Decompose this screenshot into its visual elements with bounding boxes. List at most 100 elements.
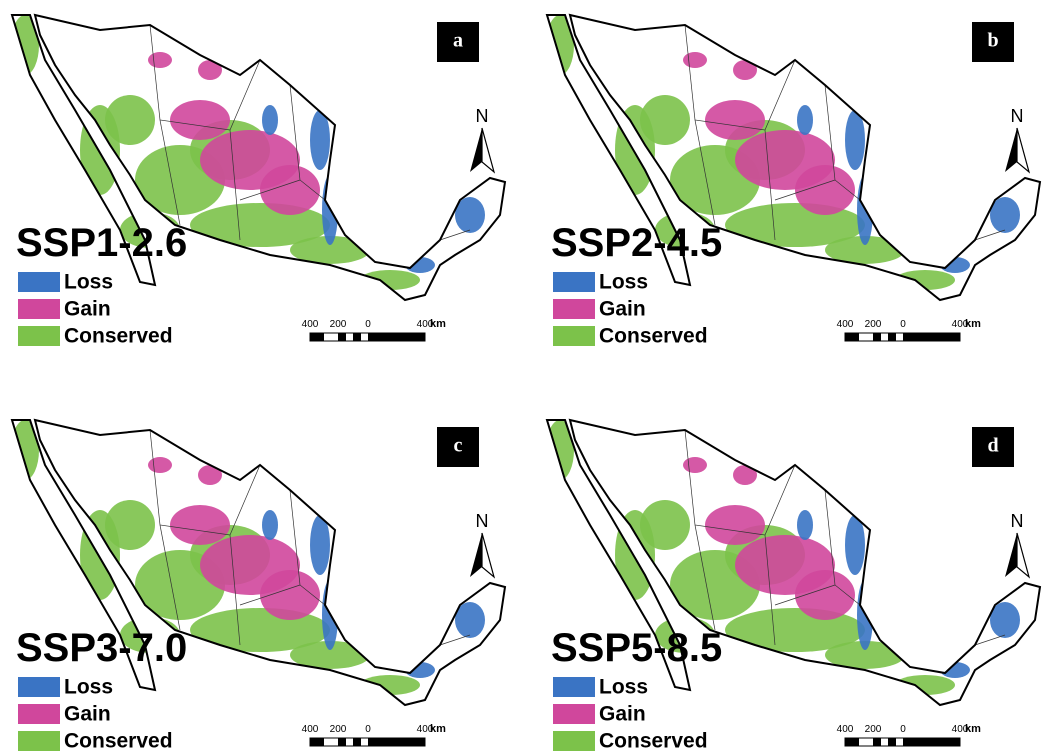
scale-label: 200 <box>330 319 347 330</box>
habitat-area <box>170 505 230 545</box>
scale-label: 200 <box>330 724 347 735</box>
scale-label: 200 <box>865 319 882 330</box>
north-arrow <box>470 128 482 172</box>
legend-swatch <box>18 731 60 751</box>
scale-segment <box>368 333 425 341</box>
scale-segment <box>888 738 896 746</box>
legend-label: Loss <box>64 676 113 699</box>
legend-label: Conserved <box>64 730 173 753</box>
legend-swatch <box>18 272 60 292</box>
scale-segment <box>338 333 346 341</box>
north-label: N <box>1011 106 1024 126</box>
page: {"panels": [ {"label": "a", "scenario": … <box>0 0 1049 755</box>
scale-segment <box>845 333 859 341</box>
scale-unit: km <box>965 318 981 330</box>
scenario-label: SSP3-7.0 <box>16 626 187 670</box>
panel-letter: b <box>987 30 998 52</box>
north-arrow <box>470 533 482 577</box>
habitat-area <box>640 500 690 550</box>
habitat-area <box>705 100 765 140</box>
legend-swatch <box>553 731 595 751</box>
habitat-area <box>640 95 690 145</box>
legend-swatch <box>18 299 60 319</box>
legend-label: Conserved <box>599 730 708 753</box>
scale-label: 400 <box>302 724 319 735</box>
scale-label: 0 <box>365 319 371 330</box>
habitat-area <box>105 500 155 550</box>
legend-swatch <box>553 272 595 292</box>
legend-label: Conserved <box>64 325 173 348</box>
legend-label: Gain <box>64 703 111 726</box>
habitat-area <box>170 100 230 140</box>
legend-swatch <box>553 326 595 346</box>
legend-swatch <box>553 299 595 319</box>
scale-label: 400 <box>837 724 854 735</box>
habitat-area <box>733 465 757 485</box>
north-arrow <box>482 128 494 172</box>
north-arrow <box>1005 128 1017 172</box>
habitat-area <box>148 52 172 68</box>
scale-unit: km <box>430 318 446 330</box>
north-arrow <box>1017 533 1029 577</box>
map-panel: aNSSP1-2.6LossGainConserved4002000400km <box>11 15 505 348</box>
scale-segment <box>888 333 896 341</box>
scenario-label: SSP1-2.6 <box>16 221 187 265</box>
scale-segment <box>845 738 859 746</box>
legend-label: Gain <box>599 703 646 726</box>
scale-segment <box>353 333 361 341</box>
scale-label: 0 <box>365 724 371 735</box>
habitat-area <box>262 105 278 135</box>
legend-swatch <box>553 677 595 697</box>
scale-segment <box>368 738 425 746</box>
habitat-area <box>198 60 222 80</box>
map-panel: bNSSP2-4.5LossGainConserved4002000400km <box>546 15 1040 348</box>
habitat-area <box>683 457 707 473</box>
legend-label: Loss <box>599 676 648 699</box>
legend-swatch <box>18 326 60 346</box>
scale-label: 400 <box>837 319 854 330</box>
panel-letter: d <box>987 435 998 457</box>
scale-label: 0 <box>900 724 906 735</box>
scale-segment <box>310 738 324 746</box>
scale-segment <box>353 738 361 746</box>
map-panel: dNSSP5-8.5LossGainConserved4002000400km <box>546 420 1040 753</box>
habitat-area <box>683 52 707 68</box>
scale-segment <box>310 333 324 341</box>
north-arrow <box>1005 533 1017 577</box>
scale-unit: km <box>430 723 446 735</box>
north-label: N <box>476 106 489 126</box>
figure: a N SSP1-2.6 Loss Gain Conserved 400 200 0 400 km b… <box>0 0 1049 755</box>
habitat-area <box>148 457 172 473</box>
legend-label: Gain <box>64 298 111 321</box>
north-label: N <box>476 511 489 531</box>
panel-letter: c <box>454 435 463 457</box>
habitat-area <box>198 465 222 485</box>
habitat-area <box>262 510 278 540</box>
scale-segment <box>873 333 881 341</box>
north-arrow <box>482 533 494 577</box>
scale-unit: km <box>965 723 981 735</box>
scale-label: 0 <box>900 319 906 330</box>
scale-segment <box>903 333 960 341</box>
legend-label: Loss <box>599 271 648 294</box>
habitat-area <box>705 505 765 545</box>
legend-swatch <box>18 677 60 697</box>
panel-letter: a <box>453 30 463 52</box>
scenario-label: SSP2-4.5 <box>551 221 722 265</box>
habitat-area <box>797 105 813 135</box>
habitat-area <box>105 95 155 145</box>
legend-label: Conserved <box>599 325 708 348</box>
scale-label: 400 <box>302 319 319 330</box>
legend-swatch <box>18 704 60 724</box>
scale-segment <box>338 738 346 746</box>
legend-label: Gain <box>599 298 646 321</box>
north-label: N <box>1011 511 1024 531</box>
scale-segment <box>903 738 960 746</box>
legend-swatch <box>553 704 595 724</box>
legend-label: Loss <box>64 271 113 294</box>
scale-label: 200 <box>865 724 882 735</box>
scale-segment <box>873 738 881 746</box>
scenario-label: SSP5-8.5 <box>551 626 722 670</box>
habitat-area <box>733 60 757 80</box>
